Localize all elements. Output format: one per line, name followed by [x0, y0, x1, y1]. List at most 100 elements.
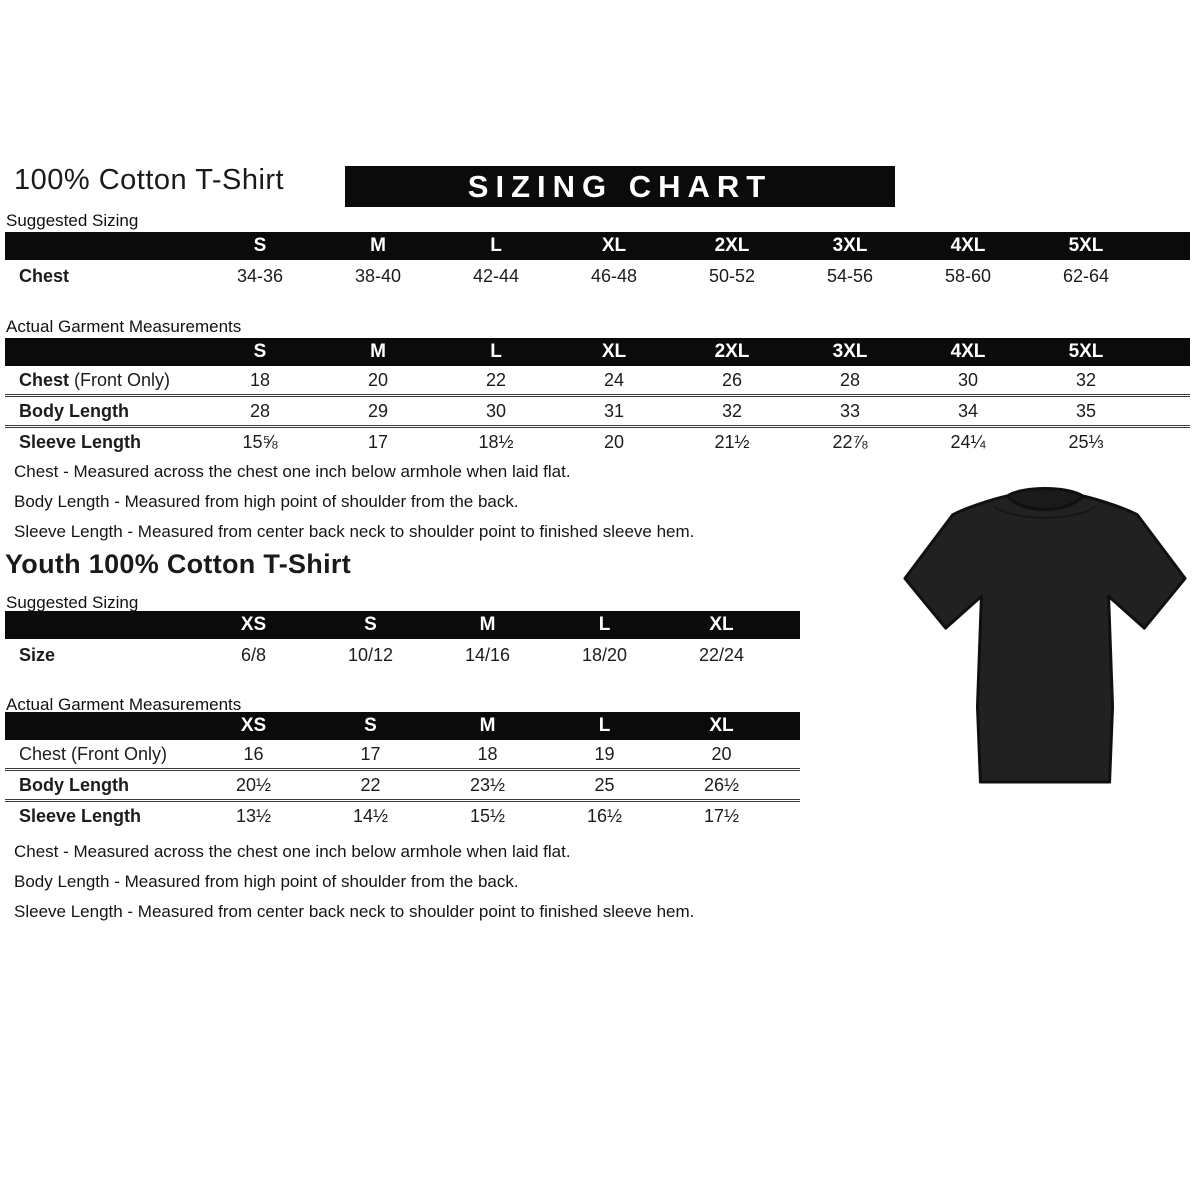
column-header: M — [429, 712, 546, 740]
header-row: S M L XL 2XL 3XL 4XL 5XL — [5, 232, 1190, 260]
table-cell: 54-56 — [826, 265, 874, 286]
table-cell: 14/16 — [464, 644, 511, 665]
table-cell: 17½ — [703, 805, 740, 826]
table-row-sleeve-length: Sleeve Length 15⅝ 17 18½ 20 21½ 22⅞ 24¼ … — [5, 426, 1190, 457]
adult-measurement-notes: Chest - Measured across the chest one in… — [14, 462, 694, 552]
table-cell: 10/12 — [347, 644, 394, 665]
column-header: 5XL — [1027, 232, 1145, 260]
table-cell: 24¼ — [950, 431, 986, 452]
adult-suggested-sizing-label: Suggested Sizing — [6, 211, 139, 230]
table-cell: 62-64 — [1062, 265, 1110, 286]
table-cell: 20½ — [235, 774, 272, 795]
youth-measurement-notes: Chest - Measured across the chest one in… — [14, 842, 694, 932]
table-cell: 18 — [249, 369, 271, 390]
empty-corner-cell — [5, 611, 195, 639]
column-header: XS — [195, 611, 312, 639]
column-header: L — [437, 232, 555, 260]
table-cell: 46-48 — [590, 265, 638, 286]
table-row-chest: Chest (Front Only) 18 20 22 24 26 28 30 … — [5, 366, 1190, 396]
table-cell: 34-36 — [236, 265, 284, 286]
column-header: M — [319, 232, 437, 260]
table-cell: 30 — [957, 369, 979, 390]
table-cell: 13½ — [235, 805, 272, 826]
adult-actual-measurements-label: Actual Garment Measurements — [6, 317, 242, 336]
page-title: 100% Cotton T-Shirt — [14, 164, 285, 196]
row-label: Sleeve Length — [19, 431, 142, 452]
header-row: XS S M L XL — [5, 611, 800, 639]
table-cell: 31 — [603, 400, 625, 421]
column-header: S — [201, 232, 319, 260]
column-header: S — [312, 712, 429, 740]
table-cell: 32 — [1075, 369, 1097, 390]
table-cell: 32 — [721, 400, 743, 421]
empty-filler-cell — [780, 712, 800, 740]
table-cell: 15⅝ — [242, 431, 278, 452]
table-cell: 16½ — [586, 805, 623, 826]
table-cell: 15½ — [469, 805, 506, 826]
youth-actual-measurements-table: XS S M L XL Chest (Front Only) 16 17 18 … — [5, 712, 800, 830]
empty-filler-cell — [1145, 260, 1190, 292]
empty-filler-cell — [780, 639, 800, 671]
column-header: L — [546, 712, 663, 740]
table-cell: 26½ — [703, 774, 740, 795]
column-header: L — [546, 611, 663, 639]
note-chest: Chest - Measured across the chest one in… — [14, 462, 571, 481]
empty-filler-cell — [780, 611, 800, 639]
table-cell: 26 — [721, 369, 743, 390]
empty-corner-cell — [5, 712, 195, 740]
note-body-length: Body Length - Measured from high point o… — [14, 492, 519, 511]
youth-suggested-sizing-label: Suggested Sizing — [6, 593, 139, 612]
note-sleeve-length: Sleeve Length - Measured from center bac… — [14, 902, 695, 921]
black-tshirt-image — [903, 487, 1187, 784]
table-row-chest: Chest (Front Only) 16 17 18 19 20 — [5, 740, 800, 770]
table-row: Chest 34-36 38-40 42-44 46-48 50-52 54-5… — [5, 260, 1190, 292]
table-row-size: Size 6/8 10/12 14/16 18/20 22/24 — [5, 639, 800, 671]
table-cell: 17 — [367, 431, 389, 452]
column-header: S — [312, 611, 429, 639]
table-cell: 20 — [711, 743, 732, 764]
youth-section-title: Youth 100% Cotton T-Shirt — [5, 549, 351, 579]
column-header: 4XL — [909, 232, 1027, 260]
column-header: 3XL — [791, 232, 909, 260]
table-cell: 22⅞ — [832, 431, 868, 452]
table-cell: 30 — [485, 400, 507, 421]
column-header: 2XL — [673, 232, 791, 260]
adult-suggested-sizing-table: S M L XL 2XL 3XL 4XL 5XL Chest 34-36 38-… — [5, 232, 1190, 292]
table-cell: 17 — [360, 743, 381, 764]
table-cell: 14½ — [352, 805, 389, 826]
row-label: Sleeve Length — [19, 805, 142, 826]
row-label: Body Length — [19, 400, 129, 421]
empty-filler-cell — [1145, 338, 1190, 366]
table-cell: 22 — [360, 774, 381, 795]
row-label: Chest (Front Only) — [19, 369, 171, 390]
empty-filler-cell — [780, 770, 800, 801]
table-cell: 33 — [839, 400, 861, 421]
youth-suggested-sizing-table: XS S M L XL Size 6/8 10/12 14/16 18/20 2… — [5, 611, 800, 671]
table-cell: 23½ — [469, 774, 506, 795]
table-row-sleeve-length: Sleeve Length 13½ 14½ 15½ 16½ 17½ — [5, 800, 800, 831]
column-header: M — [429, 611, 546, 639]
table-cell: 19 — [594, 743, 615, 764]
empty-filler-cell — [1145, 427, 1190, 457]
sizing-chart-banner: SIZING CHART — [345, 166, 895, 207]
column-header: 3XL — [791, 338, 909, 366]
row-label: Chest — [19, 265, 70, 286]
table-cell: 50-52 — [708, 265, 756, 286]
table-cell: 28 — [249, 400, 271, 421]
empty-filler-cell — [1145, 232, 1190, 260]
table-cell: 24 — [603, 369, 625, 390]
column-header: XL — [663, 611, 780, 639]
table-cell: 29 — [367, 400, 389, 421]
column-header: XL — [555, 338, 673, 366]
table-cell: 22/24 — [698, 644, 745, 665]
empty-filler-cell — [780, 740, 800, 770]
youth-actual-measurements-label: Actual Garment Measurements — [6, 695, 242, 714]
empty-corner-cell — [5, 232, 201, 260]
column-header: 5XL — [1027, 338, 1145, 366]
empty-filler-cell — [1145, 396, 1190, 427]
empty-filler-cell — [780, 801, 800, 831]
header-row: XS S M L XL — [5, 712, 800, 740]
table-cell: 34 — [957, 400, 979, 421]
column-header: XS — [195, 712, 312, 740]
